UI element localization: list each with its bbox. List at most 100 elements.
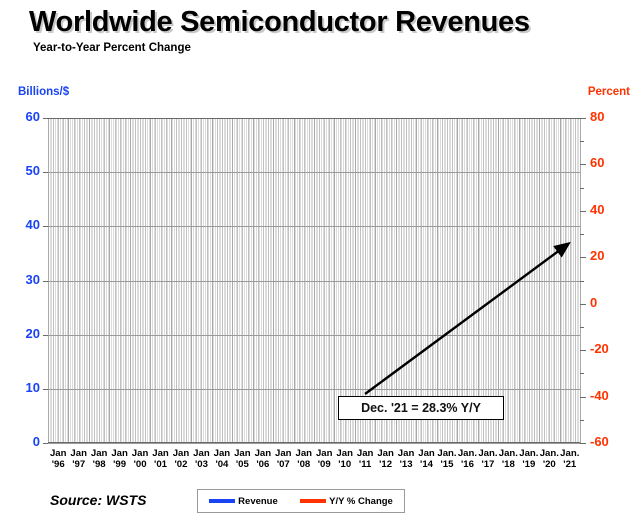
left-axis-tick-mark [43,226,48,228]
x-tick-year: '08 [297,459,311,470]
x-tick-month: Jan [234,448,251,459]
x-tick-year: '14 [420,459,433,470]
x-tick-year: '19 [522,459,536,470]
x-tick-month: Jan [315,448,333,459]
x-tick-year: '18 [501,459,515,470]
x-tick-month: Jan. [478,448,498,459]
x-axis-tick-label: Jan '04 [207,448,237,470]
right-axis-tick-label: -60 [590,434,609,449]
right-axis-tick-label: -20 [590,341,609,357]
right-axis-title: Percent [587,86,630,98]
x-tick-year: '13 [399,459,413,470]
page-title: Worldwide Semiconductor Revenues [29,6,530,38]
x-axis-tick-label: Jan '01 [146,448,176,470]
x-axis-tick-label: Jan. '20 [534,448,564,470]
x-tick-month: Jan [336,448,353,459]
x-tick-year: '04 [215,459,229,470]
left-axis-tick-mark [43,280,48,282]
x-tick-year: '17 [481,459,495,470]
plot-frame-top [48,118,580,119]
x-tick-year: '02 [174,459,188,470]
right-axis-tick-label: 20 [590,248,605,264]
legend-swatch-revenue-icon [209,499,236,503]
horizontal-gridline [48,172,580,174]
left-axis-tick-label: 40 [25,217,40,233]
x-tick-year: '07 [276,459,290,470]
right-axis-tick-mark-minor [580,419,584,421]
x-tick-month: Jan [49,448,67,459]
left-axis-tick-label: 10 [25,379,40,395]
left-axis-tick-label: 50 [25,163,40,179]
x-tick-year: '01 [154,459,167,470]
x-tick-year: '11 [358,459,372,470]
right-axis-tick-mark [580,118,586,119]
x-tick-month: Jan. [457,448,478,459]
x-axis-tick-label: Jan '05 [227,448,257,470]
x-tick-month: Jan [193,448,210,459]
left-axis-tick-mark [43,388,48,390]
x-axis-tick-label: Jan. '19 [514,448,544,470]
x-tick-month: Jan [152,448,169,459]
left-axis-tick-mark [43,334,48,336]
plot-frame-bottom [48,442,580,443]
x-tick-year: '06 [256,459,270,470]
annotation-text: Dec. '21 = 28.3% Y/Y [361,401,481,415]
right-axis-tick-mark [580,257,586,259]
x-tick-month: Jan [254,448,272,459]
right-axis-tick-mark-minor [580,141,584,143]
x-tick-year: '09 [317,459,331,470]
right-axis-tick-mark [580,303,586,305]
x-tick-year: '15 [440,459,454,470]
x-axis-tick-label: Jan. '17 [473,448,503,470]
legend-item-revenue: Revenue [209,496,278,507]
right-axis-tick-label: 80 [590,109,605,124]
right-axis-tick-label: 0 [590,294,598,310]
right-axis-tick-mark [580,396,586,398]
x-tick-year: '10 [338,459,352,470]
x-tick-month: Jan [213,448,231,459]
page-subtitle: Year-to-Year Percent Change [33,42,191,54]
left-axis-tick-mark [43,443,48,444]
right-axis-tick-label: 40 [590,201,605,217]
x-axis-tick-label: Jan '08 [289,448,319,470]
x-axis-tick-label: Jan '11 [350,448,380,470]
right-axis-tick-mark-minor [580,326,584,328]
x-tick-year: '16 [460,459,474,470]
legend-label-yoy-change: Y/Y % Change [329,495,393,507]
x-tick-year: '99 [113,459,127,470]
x-axis-tick-label: Jan. '15 [432,448,462,470]
legend-item-yoy-change: Y/Y % Change [300,496,393,507]
right-axis-tick-label: -40 [590,387,609,403]
x-axis-tick-label: Jan. '16 [452,448,482,470]
left-axis-tick-label: 0 [32,434,40,449]
x-tick-month: Jan [90,448,108,459]
x-axis-tick-label: Jan. '21 [555,448,585,470]
x-axis-tick-label: Jan '99 [105,448,135,470]
horizontal-gridline [48,280,580,282]
x-axis-tick-label: Jan '00 [125,448,155,470]
x-tick-month: Jan [275,448,292,459]
right-axis-tick-mark [580,164,586,166]
x-tick-month: Jan [172,448,190,459]
x-axis-tick-label: Jan. '18 [493,448,523,470]
x-tick-year: '12 [379,459,393,470]
x-axis-tick-label: Jan '03 [186,448,216,470]
left-axis-title: Billions/$ [18,86,70,98]
x-axis-tick-label: Jan '02 [166,448,196,470]
left-axis-tick-mark [43,172,48,174]
x-axis-tick-label: Jan '97 [64,448,94,470]
x-axis-tick-label: Jan '06 [248,448,278,470]
horizontal-gridline [48,388,580,390]
x-tick-month: Jan [131,448,149,459]
left-axis-tick-label: 30 [25,271,40,287]
right-axis-tick-mark-minor [580,187,584,189]
x-tick-month: Jan. [437,448,457,459]
x-tick-year: '97 [72,459,86,470]
left-axis-tick-label: 60 [25,109,40,124]
x-axis-tick-label: Jan '12 [371,448,401,470]
x-tick-month: Jan. [560,448,580,459]
source-label: Source: WSTS [50,492,147,508]
x-tick-month: Jan [70,448,87,459]
x-tick-month: Jan [377,448,394,459]
